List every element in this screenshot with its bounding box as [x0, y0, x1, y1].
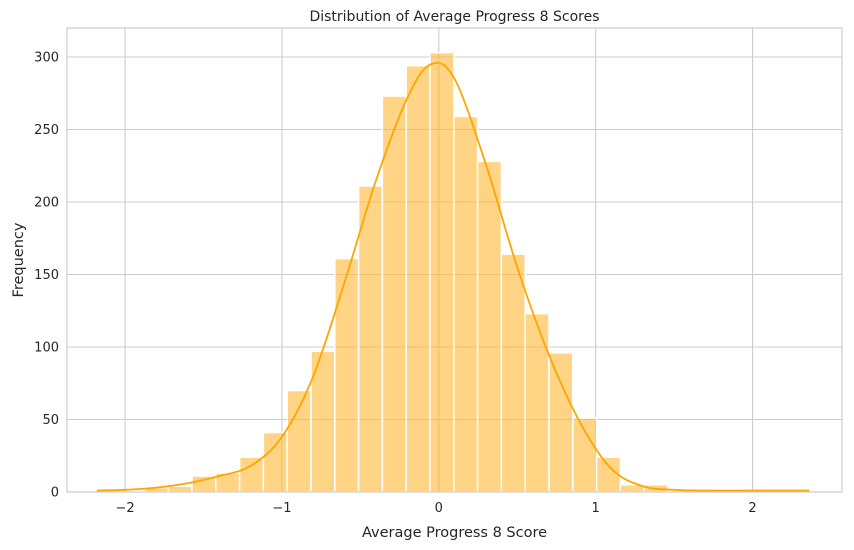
histogram-bar: [357, 185, 384, 493]
x-tick-label: 0: [435, 501, 443, 516]
x-tick-label: −2: [115, 501, 134, 516]
histogram-bars: [96, 51, 812, 493]
tick-labels: 0 50 100 150 200 250 300 −2 −1 0 1 2: [34, 51, 757, 517]
y-tick-label: 300: [34, 51, 59, 66]
histogram-bar: [262, 431, 288, 493]
y-tick-label: 0: [51, 486, 59, 501]
x-tick-label: 1: [592, 501, 600, 516]
histogram-bar: [334, 257, 360, 493]
histogram-bar: [476, 160, 503, 493]
x-tick-label: −1: [272, 501, 291, 516]
y-tick-label: 200: [34, 196, 59, 211]
histogram-bar: [429, 51, 455, 493]
histogram-bar: [167, 485, 193, 493]
kde-curve: [96, 61, 810, 492]
x-axis-label: Average Progress 8 Score: [362, 525, 547, 541]
histogram-bar: [524, 312, 550, 493]
histogram-bar: [238, 456, 265, 493]
histogram-bar: [453, 115, 479, 493]
histogram-bar: [405, 64, 431, 493]
histogram-bar: [548, 352, 574, 493]
y-tick-label: 150: [34, 268, 59, 283]
y-tick-label: 250: [34, 123, 59, 138]
chart-title: Distribution of Average Progress 8 Score…: [309, 9, 599, 25]
histogram-bar: [381, 95, 407, 493]
x-tick-label: 2: [748, 501, 756, 516]
y-axis-label: Frequency: [11, 222, 27, 297]
histogram-bar: [500, 253, 526, 493]
kde-curve-layer: [96, 61, 810, 492]
y-tick-label: 100: [34, 341, 59, 356]
plot-frame: [66, 27, 843, 493]
y-tick-label: 50: [42, 413, 59, 428]
